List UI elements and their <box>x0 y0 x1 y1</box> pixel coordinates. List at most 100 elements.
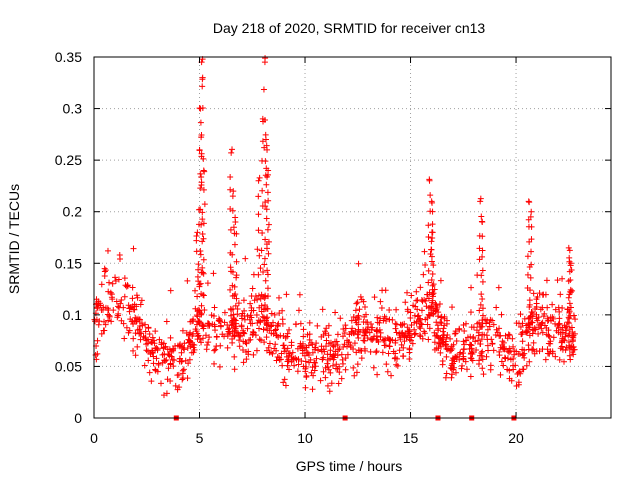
data-point <box>478 272 485 279</box>
data-point <box>342 325 349 332</box>
data-point <box>97 302 104 309</box>
data-point <box>490 321 497 328</box>
data-point <box>426 325 433 332</box>
data-point <box>361 337 368 344</box>
data-point <box>237 332 244 339</box>
data-point <box>563 323 570 330</box>
data-point <box>506 332 513 339</box>
data-point <box>283 291 290 298</box>
data-point <box>295 307 302 314</box>
data-point <box>229 207 236 214</box>
data-point <box>200 167 207 174</box>
data-point <box>261 261 268 268</box>
data-point <box>417 315 424 322</box>
data-point <box>179 327 186 334</box>
data-point <box>185 360 192 367</box>
data-point <box>425 336 432 343</box>
data-point <box>299 347 306 354</box>
data-point <box>264 271 271 278</box>
data-point <box>324 360 331 367</box>
data-point <box>340 343 347 350</box>
data-point <box>187 329 194 336</box>
data-point <box>392 354 399 361</box>
data-point <box>353 300 360 307</box>
data-point <box>98 330 105 337</box>
data-point <box>325 366 332 373</box>
data-point <box>300 326 307 333</box>
data-point <box>271 311 278 318</box>
data-point <box>566 291 573 298</box>
data-point <box>478 213 485 220</box>
data-point <box>142 321 149 328</box>
data-point <box>232 302 239 309</box>
data-point <box>342 322 349 329</box>
data-point <box>374 371 381 378</box>
data-point <box>322 364 329 371</box>
data-point <box>262 203 269 210</box>
data-point <box>443 317 450 324</box>
data-point <box>568 266 575 273</box>
data-point <box>435 325 442 332</box>
data-point <box>235 300 242 307</box>
data-point <box>556 356 563 363</box>
data-point <box>93 300 100 307</box>
data-point <box>259 313 266 320</box>
data-point <box>353 349 360 356</box>
data-point <box>341 341 348 348</box>
data-point <box>506 375 513 382</box>
data-point <box>150 337 157 344</box>
data-point <box>282 382 289 389</box>
data-point <box>132 314 139 321</box>
data-point <box>295 361 302 368</box>
data-point <box>334 365 341 372</box>
data-point <box>528 248 535 255</box>
data-point <box>129 284 136 291</box>
data-point <box>544 317 551 324</box>
data-point <box>212 346 219 353</box>
data-point <box>264 322 271 329</box>
data-point <box>192 287 199 294</box>
data-point <box>200 292 207 299</box>
data-point <box>186 356 193 363</box>
data-point <box>261 59 268 66</box>
data-point <box>123 324 130 331</box>
data-point <box>260 326 267 333</box>
data-point <box>463 320 470 327</box>
data-point <box>559 275 566 282</box>
data-point <box>172 382 179 389</box>
data-point <box>440 339 447 346</box>
data-point <box>441 313 448 320</box>
data-point <box>213 343 220 350</box>
data-point <box>387 336 394 343</box>
data-point <box>108 291 115 298</box>
data-point <box>306 319 313 326</box>
data-point <box>569 349 576 356</box>
data-point <box>475 337 482 344</box>
data-point <box>537 306 544 313</box>
data-point <box>318 333 325 340</box>
data-point <box>434 333 441 340</box>
data-point <box>524 271 531 278</box>
data-point <box>510 343 517 350</box>
data-point <box>445 345 452 352</box>
data-point <box>346 331 353 338</box>
data-point <box>376 326 383 333</box>
data-point <box>497 371 504 378</box>
data-point <box>205 320 212 327</box>
data-point <box>527 213 534 220</box>
data-point <box>155 361 162 368</box>
data-point <box>483 332 490 339</box>
data-point <box>429 235 436 242</box>
data-point <box>413 288 420 295</box>
data-point <box>152 345 159 352</box>
data-point <box>120 320 127 327</box>
data-point <box>288 339 295 346</box>
data-point <box>429 291 436 298</box>
data-point <box>169 356 176 363</box>
data-point <box>515 369 522 376</box>
data-point <box>525 315 532 322</box>
data-point <box>335 380 342 387</box>
data-point <box>484 326 491 333</box>
data-point <box>352 307 359 314</box>
data-point <box>225 326 232 333</box>
